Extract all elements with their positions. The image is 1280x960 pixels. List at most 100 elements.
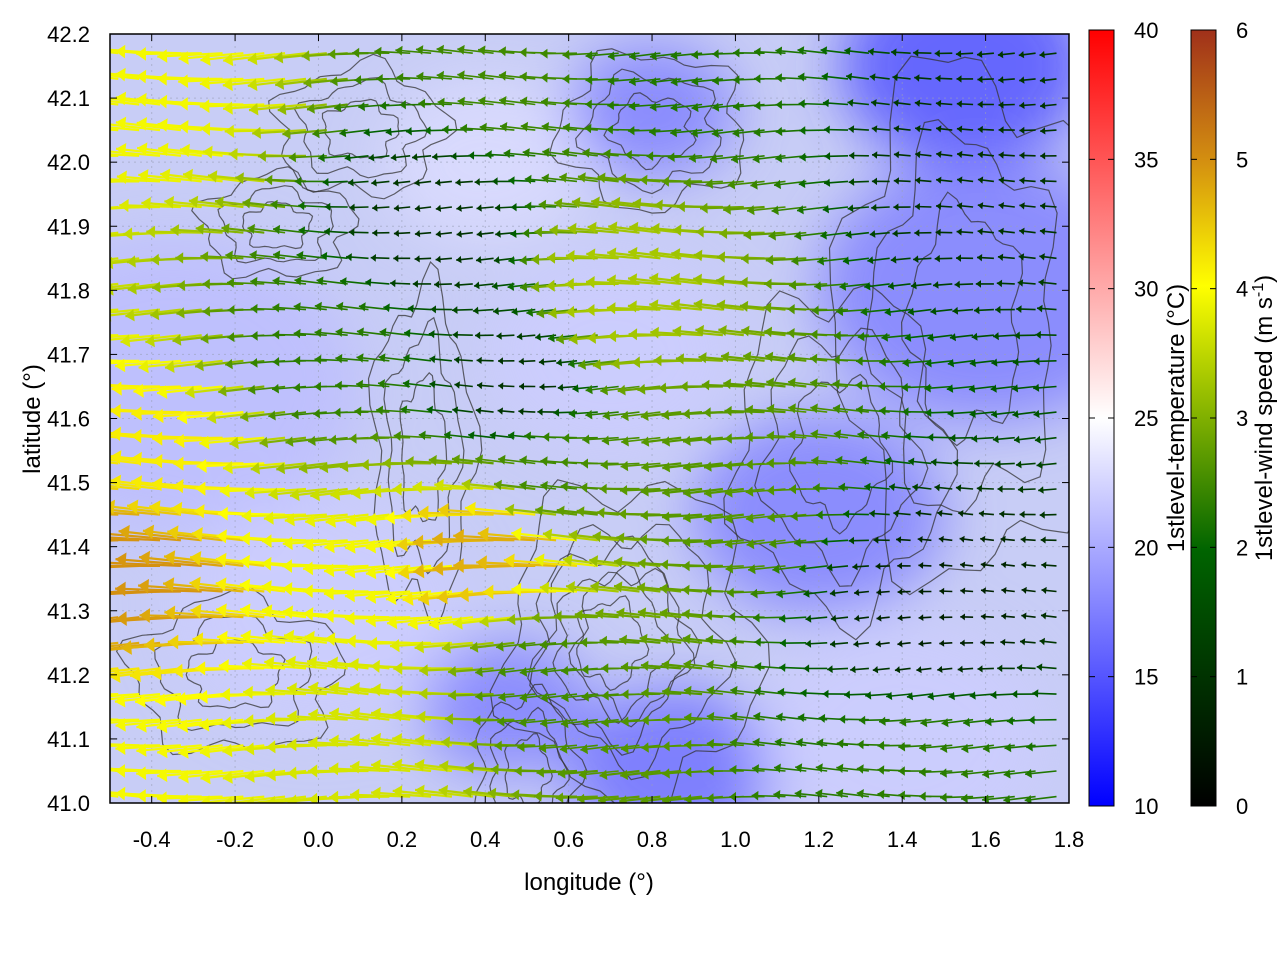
wind-vector-1018 xyxy=(195,223,244,235)
wind-vector-932 xyxy=(339,277,369,286)
wind-vector-1147 xyxy=(998,176,1015,184)
wind-vector-273 xyxy=(997,664,1015,673)
wind-vector-255 xyxy=(601,663,640,674)
wind-vector-596 xyxy=(1017,485,1036,494)
wind-vector-816 xyxy=(787,352,828,363)
wind-vector-1209 xyxy=(363,128,390,137)
x-tick-label-7: 1.0 xyxy=(720,827,751,852)
wind-vector-222 xyxy=(886,691,911,701)
wind-vector-271 xyxy=(957,665,974,673)
wind-vector-640 xyxy=(974,459,994,468)
wind-vector-911 xyxy=(860,307,890,317)
wind-vector-350 xyxy=(659,607,703,619)
wind-vector-971 xyxy=(175,252,223,264)
wind-vector-537 xyxy=(724,513,765,524)
wind-vector-1120 xyxy=(435,178,452,187)
x-tick-label-5: 0.6 xyxy=(553,827,584,852)
wind-vector-1190 xyxy=(936,150,953,158)
wind-vector-1073 xyxy=(414,204,432,212)
wind-vector-1276 xyxy=(798,99,828,109)
wind-vector-979 xyxy=(370,254,390,262)
wind-vector-617 xyxy=(475,454,515,465)
wind-vector-131 xyxy=(898,742,932,752)
wind-vector-490 xyxy=(703,538,744,549)
wind-vector-771 xyxy=(810,378,849,389)
wind-vector-834 xyxy=(200,333,244,344)
wind-vector-472 xyxy=(303,538,369,552)
wind-vector-355 xyxy=(778,614,807,623)
wind-vector-752 xyxy=(429,380,452,389)
wind-vector-1134 xyxy=(705,178,744,189)
wind-vector-641 xyxy=(995,460,1015,468)
wind-vector-359 xyxy=(876,614,890,622)
wind-vector-406 xyxy=(897,588,911,596)
wind-vector-653 xyxy=(259,436,307,448)
wind-vector-616 xyxy=(451,454,494,465)
wind-vector-360 xyxy=(897,614,911,622)
wind-vector-961 xyxy=(954,280,974,289)
wind-vector-1005 xyxy=(913,255,932,263)
wind-vector-635 xyxy=(860,456,890,466)
wind-vector-787 xyxy=(164,359,223,373)
wind-vector-1333 xyxy=(1039,76,1057,84)
wind-vector-339 xyxy=(407,616,473,631)
wind-vector-461 xyxy=(110,538,140,542)
wind-vector-983 xyxy=(456,255,473,264)
wind-vector-1181 xyxy=(731,154,765,164)
wind-vector-703 xyxy=(354,406,390,417)
wind-vector-1133 xyxy=(683,177,723,188)
wind-vector-319 xyxy=(1000,638,1015,646)
wind-vector-1139 xyxy=(824,178,849,187)
wind-vector-516 xyxy=(263,511,327,525)
wind-vector-1089 xyxy=(723,204,765,215)
wind-vector-1293 xyxy=(157,72,223,86)
wind-vector-1260 xyxy=(457,96,494,107)
wind-vector-463 xyxy=(110,532,181,542)
wind-vector-1289 xyxy=(110,74,140,80)
wind-vector-973 xyxy=(225,250,265,261)
wind-vector-401 xyxy=(776,589,807,599)
wind-vector-1072 xyxy=(393,204,411,212)
wind-vector-1353 xyxy=(477,45,515,56)
wind-vector-917 xyxy=(995,305,1015,314)
wind-vector-445 xyxy=(725,563,765,574)
contour-9-1 xyxy=(754,327,929,587)
wind-vector-1075 xyxy=(456,204,473,212)
wind-vector-654 xyxy=(285,436,327,447)
wind-vector-631 xyxy=(766,457,807,469)
wind-vector-274 xyxy=(1016,664,1036,672)
wind-vector-367 xyxy=(1040,612,1057,620)
wind-vector-331 xyxy=(239,603,307,619)
wind-vector-529 xyxy=(556,505,598,517)
wind-vector-1257 xyxy=(399,100,432,110)
wind-vector-25 xyxy=(598,794,640,803)
wind-vector-1102 xyxy=(1019,202,1036,210)
wind-vector-345 xyxy=(553,610,598,622)
wind-vector-270 xyxy=(937,665,953,673)
wind-vector-699 xyxy=(268,410,307,421)
wind-vector-316 xyxy=(939,639,953,647)
wind-vector-1302 xyxy=(376,74,411,84)
wind-vector-1329 xyxy=(956,75,974,83)
wind-vector-1368 xyxy=(797,46,828,56)
wind-vector-938 xyxy=(473,281,494,290)
wind-vector-312 xyxy=(853,640,869,648)
temperature-colorbar-tick-label-6: 40 xyxy=(1134,18,1158,43)
wind-vector-210 xyxy=(621,689,661,700)
wind-vector-286 xyxy=(262,629,327,644)
wind-vector-483 xyxy=(542,528,598,542)
wind-vector-470 xyxy=(261,534,327,548)
wind-vector-267 xyxy=(872,666,890,674)
wind-vector-294 xyxy=(441,641,494,654)
wind-vector-1283 xyxy=(956,100,974,108)
wind-vector-509 xyxy=(110,499,182,516)
wind-vector-1261 xyxy=(478,96,515,106)
wind-vector-420 xyxy=(163,550,244,567)
wind-vector-479 xyxy=(432,531,515,547)
wind-vector-419 xyxy=(138,550,223,567)
wind-vector-485 xyxy=(592,530,640,543)
y-tick-label-4: 41.4 xyxy=(47,535,90,560)
wind-vector-452 xyxy=(897,562,911,570)
wind-vector-327 xyxy=(139,608,223,623)
wind-vector-1104 xyxy=(110,180,119,183)
